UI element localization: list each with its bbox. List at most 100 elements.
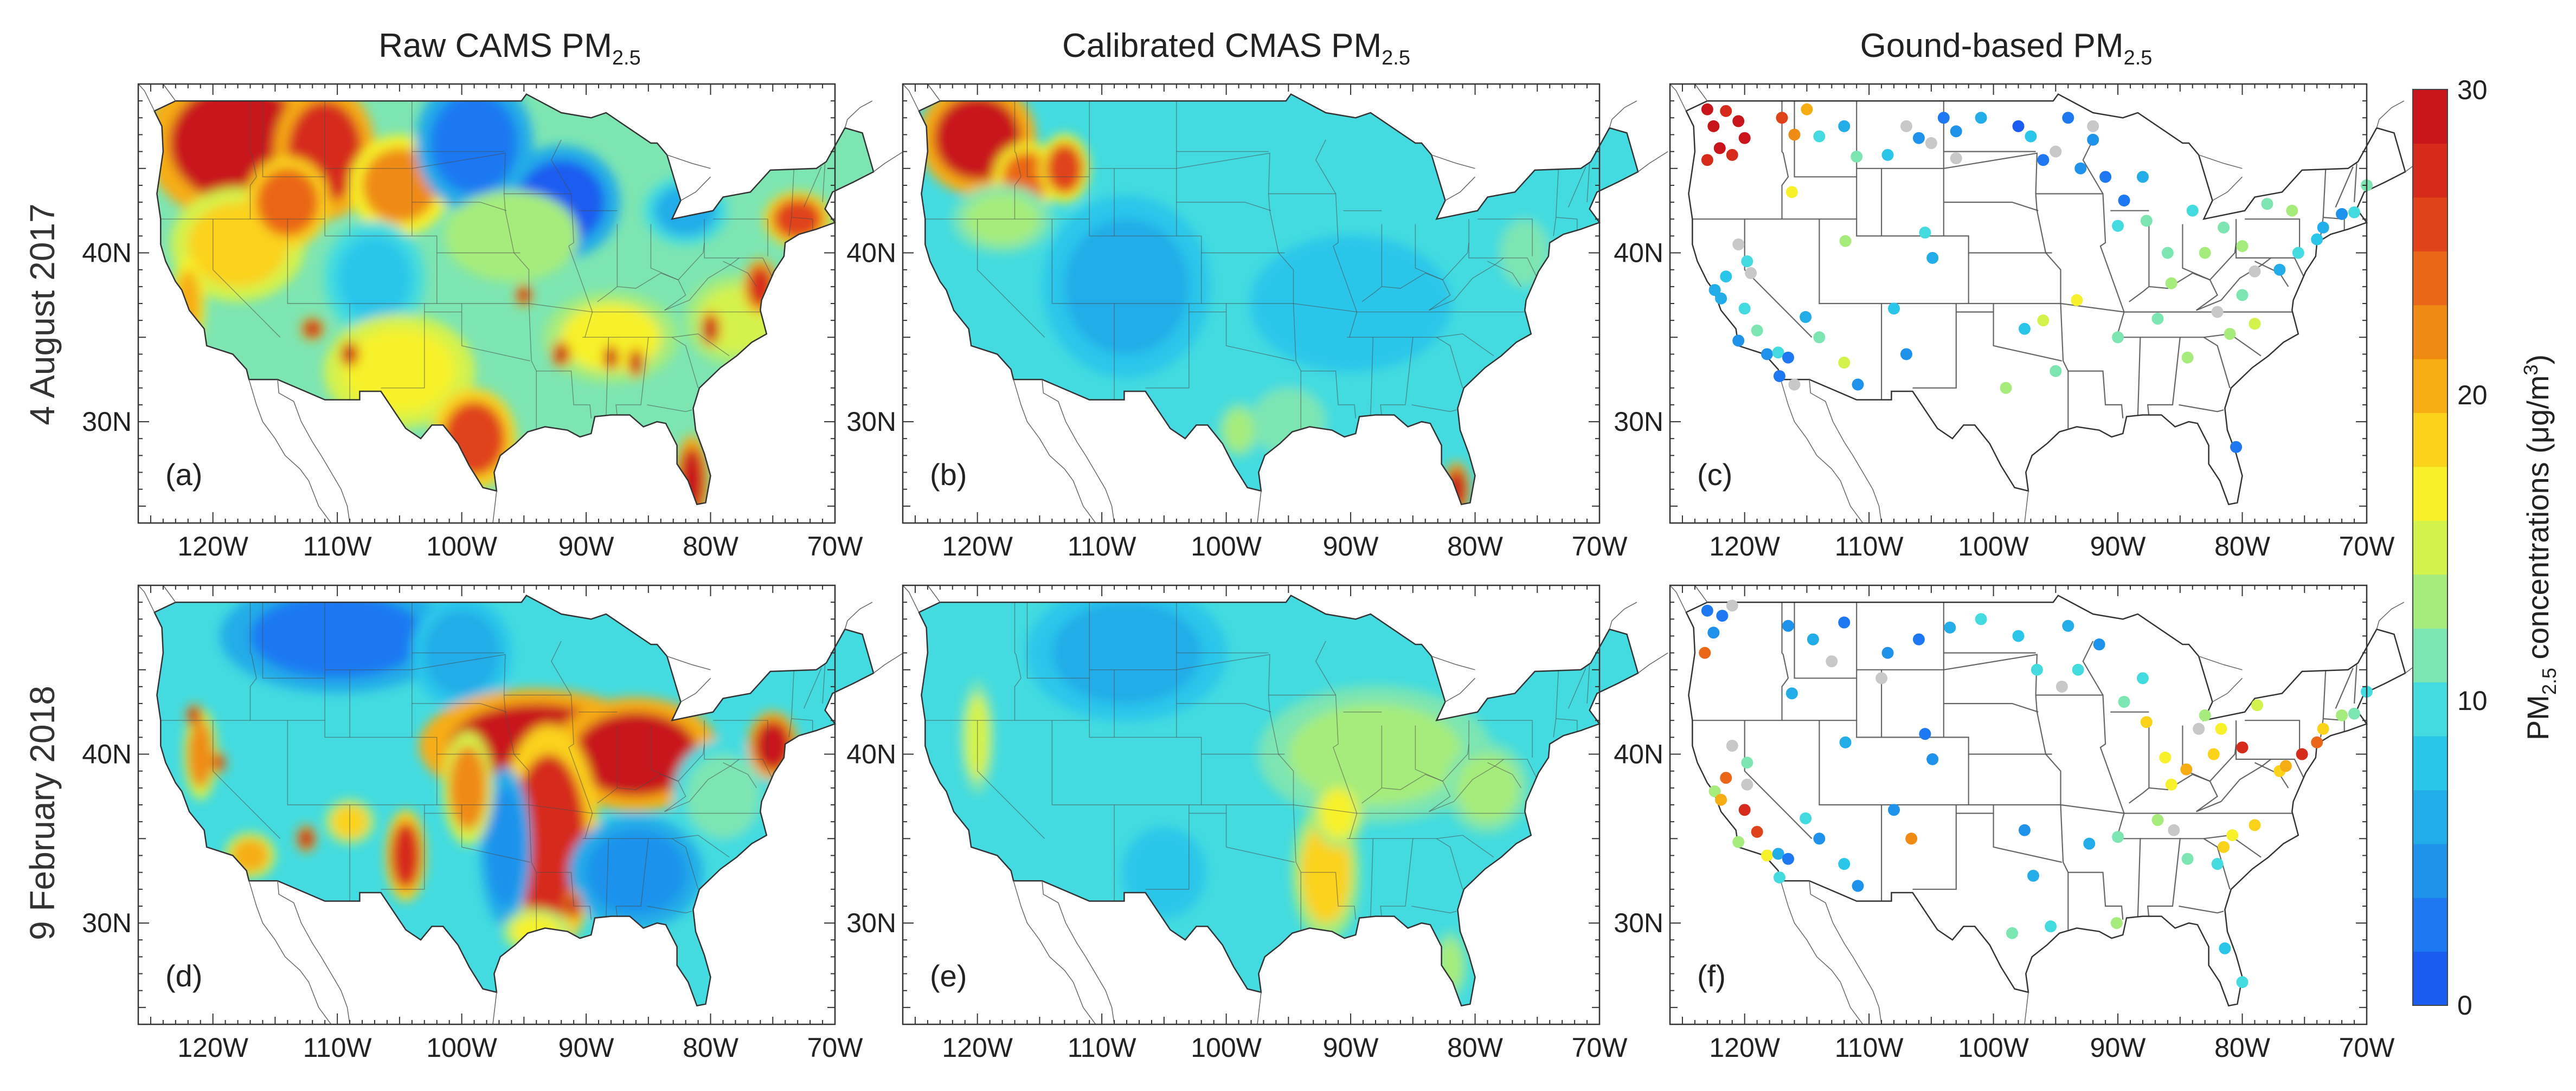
field-blob [214, 754, 224, 771]
state-border [1781, 101, 1789, 220]
colorbar: 30 20 10 0 PM2.5 concentrations (μg/m3) [2412, 75, 2560, 1021]
state-border [1176, 202, 1271, 211]
state-border [647, 906, 692, 914]
station-marker [2012, 120, 2025, 132]
state-border [1912, 805, 1957, 890]
station-marker [1919, 728, 1931, 740]
lon-tick-label: 80W [2214, 531, 2271, 561]
state-border [504, 193, 593, 338]
state-border [2203, 838, 2231, 890]
state-border [262, 101, 325, 177]
station-marker [1732, 836, 1745, 848]
colorbar-title: PM2.5 concentrations (μg/m3) [2520, 354, 2560, 740]
station-no-data [2211, 306, 2224, 318]
station-marker [1782, 853, 1794, 865]
map-panel-a: 120W 110W 100W 90W 80W 70W 40N 30N (a) [82, 83, 904, 561]
state-border [1301, 370, 1356, 418]
field-blobs [183, 595, 798, 954]
state-border [1373, 337, 1414, 417]
field-blob [1276, 253, 1425, 354]
field-blob [554, 344, 569, 365]
state-border [1268, 694, 1358, 839]
country-outline [153, 595, 875, 1007]
station-marker [2317, 722, 2329, 735]
lat-tick-label: 30N [846, 908, 896, 938]
neighbor-coast [1445, 677, 1476, 702]
neighbor-coast [1637, 652, 1668, 674]
lon-tick-label: 70W [2339, 531, 2395, 561]
colorbar-tick-20: 20 [2457, 380, 2488, 410]
state-border [2245, 720, 2301, 758]
lon-tick-label: 100W [1958, 531, 2029, 561]
station-markers [1701, 103, 2373, 453]
lon-tick-label: 120W [942, 531, 1013, 561]
field-blob [1045, 143, 1083, 194]
lon-tick-label: 120W [177, 531, 248, 561]
lat-tick-label: 40N [1614, 238, 1663, 268]
state-border [1794, 101, 1857, 178]
station-marker [2224, 328, 2236, 340]
state-border [2354, 664, 2357, 704]
neighbor-coast [138, 585, 155, 613]
station-marker [1708, 785, 1721, 798]
station-no-data [1788, 378, 1801, 391]
station-marker [2000, 382, 2012, 394]
station-marker [1838, 616, 1851, 629]
station-marker [2151, 313, 2164, 325]
neighbor-coast [927, 83, 941, 101]
station-marker [2261, 198, 2273, 210]
station-marker [2037, 154, 2050, 166]
station-no-data [1950, 152, 1962, 165]
state-borders [925, 101, 1590, 429]
state-border [1225, 805, 1295, 863]
state-border [1315, 641, 1337, 695]
station-no-data [2050, 145, 2062, 158]
field-blob [586, 830, 686, 915]
station-marker [2112, 831, 2124, 843]
lon-tick-label: 100W [1191, 531, 1262, 561]
colorbar-band [2413, 520, 2447, 575]
lon-tick-label: 70W [1572, 1032, 1628, 1063]
state-border [647, 404, 692, 412]
state-border [262, 602, 325, 679]
station-marker [1715, 793, 1727, 806]
neighbor-coast [1637, 151, 1668, 172]
station-marker [1761, 849, 1773, 862]
state-border [213, 219, 281, 338]
lon-tick-label: 100W [1191, 1032, 1262, 1063]
state-border [1176, 654, 1270, 712]
station-marker [2161, 247, 2174, 259]
station-no-data [1925, 137, 1937, 150]
lon-tick-label: 90W [1323, 531, 1379, 561]
lat-tick-label: 30N [1614, 406, 1663, 437]
station-marker [2218, 841, 2230, 853]
station-marker [2296, 748, 2308, 760]
station-marker [2199, 247, 2211, 259]
station-marker [2348, 206, 2361, 218]
station-marker [1800, 812, 1812, 824]
station-marker [1912, 633, 1925, 645]
state-border [597, 725, 618, 804]
state-border [461, 805, 530, 863]
station-no-data [2249, 265, 2261, 277]
neighbor-coast [1609, 602, 1637, 630]
state-border [2068, 871, 2124, 920]
lon-tick-label: 80W [683, 1032, 739, 1063]
station-marker [1888, 804, 1900, 816]
station-marker [2181, 853, 2194, 865]
state-border [1794, 602, 1857, 679]
field-blob [517, 286, 530, 304]
state-border [1145, 304, 1190, 389]
station-marker [1715, 292, 1727, 305]
state-border [1943, 152, 2038, 211]
state-borders [925, 602, 1590, 930]
state-border [672, 838, 699, 889]
station-marker [1838, 357, 1851, 369]
state-border [678, 744, 705, 782]
station-no-data [2055, 680, 2068, 693]
colorbar-band [2413, 843, 2447, 898]
state-border [822, 664, 826, 704]
station-marker [2074, 162, 2087, 175]
station-marker [1838, 120, 1851, 132]
